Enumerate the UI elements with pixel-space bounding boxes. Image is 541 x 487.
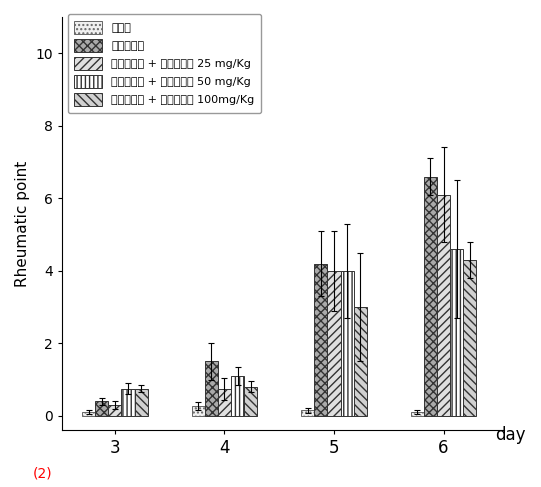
Bar [82, 412, 95, 416]
Text: day: day [495, 426, 525, 444]
Bar [450, 249, 463, 416]
Bar [218, 389, 231, 416]
Bar [301, 411, 314, 416]
Bar [354, 307, 367, 416]
Bar [121, 389, 135, 416]
Bar [204, 361, 218, 416]
Bar [424, 176, 437, 416]
Bar [340, 271, 354, 416]
Bar [327, 271, 340, 416]
Bar [135, 389, 148, 416]
Bar [95, 401, 108, 416]
Bar [437, 195, 450, 416]
Bar [192, 406, 204, 416]
Bar [314, 263, 327, 416]
Legend: 대조군, 관절염유발, 관절염유발 + 복합추출물 25 mg/Kg, 관절염유발 + 복합추출물 50 mg/Kg, 관절염유발 + 복합추출물 100mg/: 대조군, 관절염유발, 관절염유발 + 복합추출물 25 mg/Kg, 관절염유… [68, 14, 261, 113]
Bar [411, 412, 424, 416]
Bar [463, 260, 477, 416]
Y-axis label: Rheumatic point: Rheumatic point [15, 161, 30, 287]
Bar [108, 405, 121, 416]
Bar [244, 387, 258, 416]
Text: (2): (2) [32, 466, 52, 480]
Bar [231, 376, 244, 416]
